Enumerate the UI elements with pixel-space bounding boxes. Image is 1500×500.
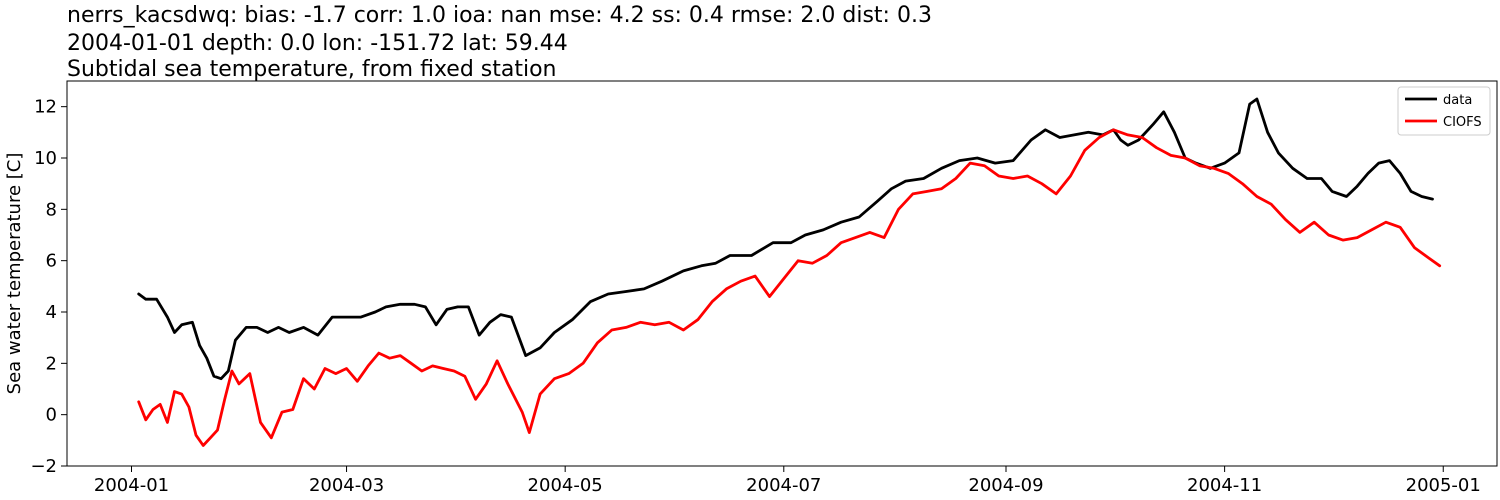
y-tick-label: 0 (46, 405, 57, 426)
chart-title-line-1: nerrs_kacsdwq: bias: -1.7 corr: 1.0 ioa:… (67, 3, 932, 28)
y-tick-label: 4 (46, 302, 57, 323)
series-layer (137, 97, 1442, 447)
x-tick-label: 2004-07 (746, 475, 821, 496)
x-axis: 2004-01 2004-03 2004-05 2004-07 2004-09 2004-… (94, 466, 1481, 496)
y-tick-label: 10 (34, 148, 57, 169)
y-tick-label: 6 (46, 251, 57, 272)
y-tick-label: −2 (30, 456, 57, 477)
legend: data CIOFS (1397, 86, 1491, 136)
chart-title-line-2: 2004-01-01 depth: 0.0 lon: -151.72 lat: … (67, 31, 568, 56)
chart-title-line-3: Subtidal sea temperature, from fixed sta… (67, 57, 557, 82)
legend-label-ciofs: CIOFS (1443, 115, 1482, 130)
y-tick-label: 2 (46, 353, 57, 374)
series-line-data (137, 97, 1434, 381)
x-tick-label: 2004-11 (1187, 475, 1262, 496)
x-tick-label: 2004-03 (309, 475, 384, 496)
legend-label-data: data (1443, 93, 1472, 108)
y-axis: −2 0 2 4 6 8 10 12 (30, 97, 67, 477)
series-line-ciofs (137, 128, 1442, 447)
plot-frame (66, 80, 1498, 467)
x-tick-label: 2004-09 (968, 475, 1043, 496)
x-tick-label: 2005-01 (1406, 475, 1481, 496)
y-tick-label: 8 (46, 199, 57, 220)
x-tick-label: 2004-05 (528, 475, 603, 496)
y-axis-label: Sea water temperature [C] (4, 153, 25, 395)
x-tick-label: 2004-01 (94, 475, 169, 496)
plot-area (66, 80, 1498, 467)
y-tick-label: 12 (34, 97, 57, 118)
